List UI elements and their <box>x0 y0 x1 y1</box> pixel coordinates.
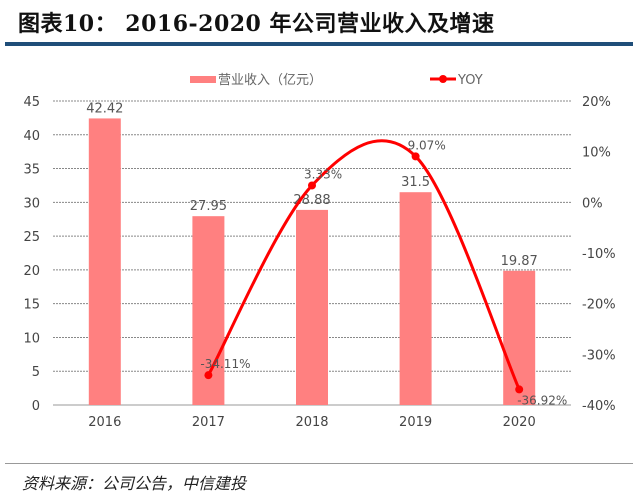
bar-data-label: 27.95 <box>190 199 227 214</box>
left-axis-tick: 25 <box>23 230 40 245</box>
x-axis-tick: 2016 <box>88 415 121 430</box>
right-axis-tick: -10% <box>582 247 616 262</box>
bar-data-label: 31.5 <box>401 175 430 190</box>
legend-line-marker <box>439 75 447 83</box>
left-axis-tick: 40 <box>23 129 40 144</box>
right-axis-tick: -30% <box>582 348 616 363</box>
left-axis-tick: 5 <box>32 365 40 380</box>
bar <box>399 192 432 405</box>
x-axis-tick: 2018 <box>295 415 328 430</box>
right-axis-tick: 20% <box>582 95 611 110</box>
bar <box>296 209 328 405</box>
yoy-data-label: -34.11% <box>200 357 250 371</box>
yoy-point <box>204 371 213 380</box>
left-axis-tick: 30 <box>23 196 40 211</box>
bar <box>503 270 536 405</box>
yoy-point <box>411 152 420 161</box>
yoy-data-label: 3.33% <box>304 167 342 181</box>
title-divider <box>5 42 633 46</box>
chart: 0 5 10 15 20 25 30 35 40 45 -40% -30% -20% -10% 0% 10% 2… <box>23 73 616 430</box>
x-axis-tick: 2017 <box>192 415 225 430</box>
source-note: 资料来源：公司公告，中信建投 <box>22 474 247 493</box>
yoy-point <box>515 385 524 394</box>
yoy-point <box>308 181 316 190</box>
left-axis-tick: 15 <box>23 298 40 313</box>
page-title: 图表10： 2016-2020 年公司营业收入及增速 <box>18 11 495 37</box>
left-axis-tick: 0 <box>32 399 40 414</box>
left-axis-tick: 45 <box>23 95 40 110</box>
x-axis-tick: 2020 <box>503 415 536 430</box>
right-axis-tick: -40% <box>582 399 616 414</box>
bar <box>88 118 121 406</box>
legend-line-label: YOY <box>457 73 483 88</box>
legend-bar-label: 营业收入（亿元） <box>218 73 322 88</box>
bar-data-label: 42.42 <box>86 101 123 116</box>
yoy-data-label: -36.92% <box>517 393 567 407</box>
right-axis-tick: 0% <box>582 196 603 211</box>
footer-divider <box>5 463 633 464</box>
left-axis-tick: 10 <box>23 331 40 346</box>
yoy-line <box>207 139 521 391</box>
right-axis-tick: 10% <box>582 146 611 161</box>
yoy-data-label: 9.07% <box>408 138 446 152</box>
legend-bar-swatch <box>190 76 216 83</box>
x-axis-tick: 2019 <box>399 415 432 430</box>
right-axis-tick: -20% <box>582 298 616 313</box>
left-axis-tick: 20 <box>23 264 40 279</box>
bar-data-label: 19.87 <box>501 254 538 269</box>
left-axis-tick: 35 <box>23 163 40 178</box>
